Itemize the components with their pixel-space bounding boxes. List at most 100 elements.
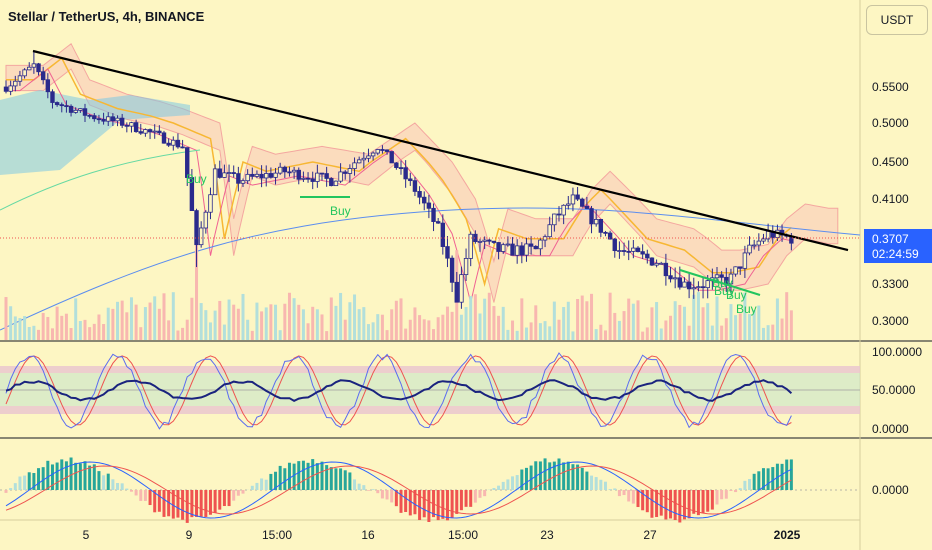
macd-histogram-bar: [37, 468, 41, 490]
candle-body: [580, 198, 585, 207]
volume-bar: [631, 303, 635, 340]
volume-bar: [83, 319, 87, 340]
candle-body: [352, 162, 357, 169]
macd-histogram-bar: [311, 459, 315, 490]
volume-bar: [748, 314, 752, 340]
macd-histogram-bar: [789, 459, 793, 490]
macd-histogram-bar: [306, 462, 310, 490]
volume-bar: [761, 327, 765, 340]
macd-histogram-bar: [445, 490, 449, 521]
candle-body: [73, 109, 78, 113]
candle-body: [640, 251, 645, 255]
macd-histogram-bar: [427, 490, 431, 523]
candle-body: [175, 139, 181, 148]
candle-body: [212, 168, 218, 196]
macd-histogram-bar: [524, 467, 528, 490]
candle-body: [566, 203, 571, 206]
volume-bar: [348, 302, 352, 340]
macd-histogram-bar: [636, 490, 640, 508]
volume-bar: [204, 310, 208, 340]
macd-histogram-bar: [734, 490, 738, 493]
macd-histogram-bar: [497, 485, 501, 490]
volume-bar: [111, 308, 115, 340]
stoch-d-line: [5, 355, 792, 426]
candle-body: [40, 71, 46, 81]
candle-body: [110, 116, 116, 122]
macd-histogram-bar: [710, 490, 714, 510]
candle-body: [194, 210, 199, 246]
macd-histogram-bar: [650, 490, 654, 518]
price-tick-label: 0.3300: [872, 277, 909, 291]
macd-histogram-bar: [669, 490, 673, 519]
macd-histogram-bar: [399, 490, 403, 513]
candle-body: [491, 240, 497, 243]
macd-tick-label: 0.0000: [872, 483, 909, 497]
macd-histogram-bar: [353, 479, 357, 490]
macd-histogram-bar: [292, 463, 296, 490]
blue-cloud-patch: [0, 90, 190, 175]
volume-bar: [641, 331, 645, 340]
candle-body: [324, 173, 329, 179]
buy-label: Buy: [186, 172, 207, 186]
candle-body: [305, 177, 311, 180]
volume-bar: [213, 310, 217, 340]
candle-body: [761, 238, 766, 242]
volume-bar: [538, 323, 542, 340]
candle-body: [733, 266, 738, 275]
volume-bar: [167, 320, 171, 340]
volume-bar: [232, 304, 236, 340]
candle-body: [561, 204, 566, 216]
volume-bar: [88, 327, 92, 340]
macd-histogram-bar: [334, 468, 338, 490]
volume-bar: [371, 322, 375, 340]
candle-body: [115, 117, 120, 122]
volume-bar: [64, 313, 68, 340]
macd-histogram-bar: [362, 485, 366, 490]
candle-body: [287, 171, 292, 174]
macd-histogram-bar: [157, 490, 161, 512]
volume-bar: [576, 298, 580, 340]
volume-bar: [139, 327, 143, 340]
macd-histogram-bar: [678, 490, 682, 523]
macd-histogram-bar: [18, 476, 22, 490]
macd-histogram-bar: [218, 490, 222, 510]
volume-bar: [562, 307, 566, 340]
macd-histogram-bar: [208, 490, 212, 515]
volume-bar: [450, 311, 454, 340]
volume-bar: [422, 319, 426, 340]
candle-body: [92, 115, 97, 120]
volume-bar: [143, 307, 147, 340]
volume-bar: [162, 293, 166, 340]
volume-bar: [269, 304, 273, 340]
volume-bar: [246, 319, 250, 340]
rsi-line: [5, 379, 793, 403]
macd-histogram-bar: [459, 490, 463, 511]
macd-histogram-bar: [599, 479, 603, 490]
volume-bar: [227, 299, 231, 340]
buy-label: Buy: [330, 204, 351, 218]
volume-bar: [399, 298, 403, 340]
volume-bar: [710, 325, 714, 340]
volume-bar: [664, 320, 668, 340]
macd-histogram-bar: [608, 489, 612, 490]
volume-bar: [27, 326, 31, 340]
macd-histogram-bar: [687, 490, 691, 519]
volume-bar: [636, 300, 640, 340]
volume-bar: [590, 293, 594, 340]
currency-button[interactable]: USDT: [866, 5, 928, 35]
candle-body: [589, 208, 594, 225]
candle-body: [719, 274, 724, 278]
last-price-value: 0.3707: [872, 232, 909, 246]
macd-histogram-bar: [413, 490, 417, 515]
macd-histogram-bar: [724, 490, 728, 499]
time-tick-label: 27: [643, 528, 657, 542]
candle-body: [659, 262, 664, 265]
trendline: [32, 49, 849, 252]
candle-body: [742, 252, 748, 269]
macd-histogram-bar: [757, 471, 761, 490]
volume-bar: [129, 297, 133, 340]
volume-bar: [195, 236, 199, 340]
macd-histogram-bar: [148, 490, 152, 506]
volume-bar: [645, 327, 649, 340]
